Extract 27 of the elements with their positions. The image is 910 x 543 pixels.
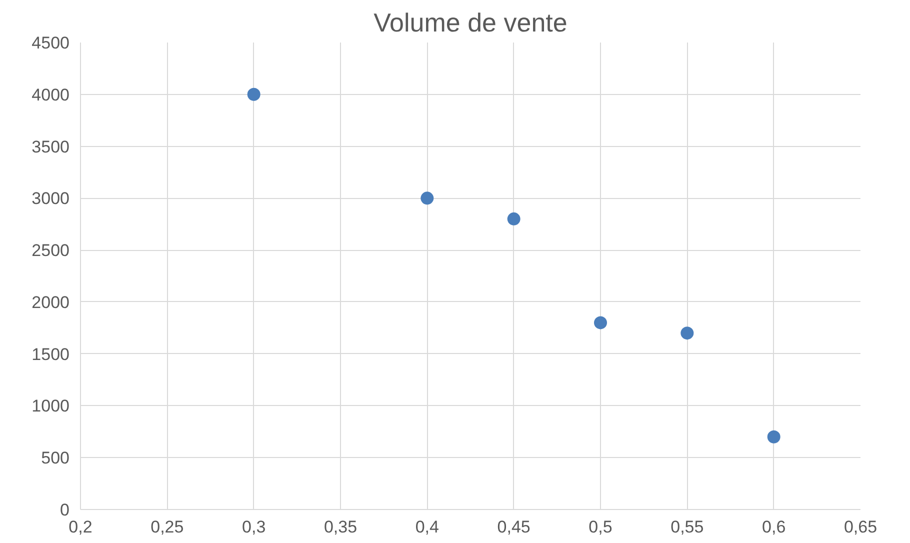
- chart-title: Volume de vente: [374, 8, 568, 38]
- x-tick-label: 0,2: [68, 518, 92, 536]
- x-tick-label: 0,45: [497, 518, 530, 536]
- y-tick-label: 0: [60, 500, 70, 520]
- y-tick-label: 4000: [32, 85, 70, 104]
- point: [680, 326, 694, 340]
- y-tick-label: 500: [41, 448, 70, 468]
- x-tick-label: 0,5: [588, 518, 612, 536]
- y-tick-label: 3500: [32, 137, 70, 156]
- y-tick-label: 4500: [32, 34, 70, 52]
- point: [247, 88, 260, 101]
- point: [767, 430, 780, 444]
- y-tick-label: 1500: [32, 344, 70, 364]
- x-tick-label: 0,55: [670, 518, 704, 536]
- x-tick-label: 0,4: [415, 518, 439, 536]
- y-tick-label: 1000: [32, 396, 70, 416]
- x-tick-label: 0,25: [150, 518, 184, 536]
- point: [507, 212, 520, 226]
- point: [594, 316, 607, 330]
- x-tick-label: 0,6: [762, 518, 786, 536]
- y-tick-label: 3000: [32, 189, 70, 208]
- x-tick-label: 0,3: [242, 518, 266, 536]
- x-tick-label: 0,65: [844, 518, 878, 536]
- y-tick-label: 2500: [32, 241, 70, 260]
- point: [420, 192, 434, 205]
- y-tick-label: 2000: [32, 292, 70, 312]
- x-tick-label: 0,35: [324, 518, 358, 536]
